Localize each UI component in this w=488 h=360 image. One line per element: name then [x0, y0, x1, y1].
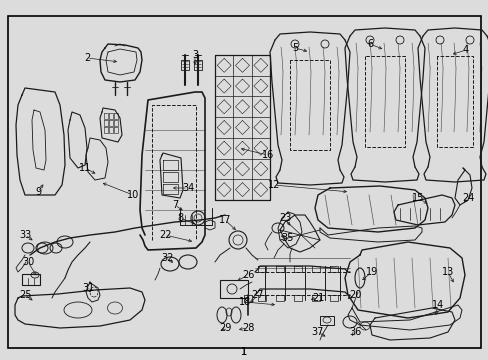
Text: 23: 23 — [278, 213, 290, 223]
Text: 29: 29 — [218, 323, 231, 333]
Text: 6: 6 — [366, 39, 372, 49]
Text: 8: 8 — [177, 213, 183, 223]
Text: 15: 15 — [411, 193, 423, 203]
Text: 2: 2 — [84, 53, 90, 63]
Text: 25: 25 — [19, 290, 31, 300]
Text: 21: 21 — [311, 293, 324, 303]
Text: 20: 20 — [348, 290, 361, 300]
Text: 27: 27 — [251, 290, 264, 300]
Text: 1: 1 — [241, 347, 246, 357]
Text: 9: 9 — [35, 187, 41, 197]
Bar — [22, 274, 40, 285]
Text: 31: 31 — [81, 283, 94, 293]
Text: 30: 30 — [22, 257, 34, 267]
Text: 33: 33 — [19, 230, 31, 240]
Text: 18: 18 — [238, 297, 251, 307]
Text: 11: 11 — [79, 163, 91, 173]
Text: 26: 26 — [242, 270, 254, 280]
Text: 37: 37 — [311, 327, 324, 337]
Text: 28: 28 — [242, 323, 254, 333]
Text: 7: 7 — [171, 200, 178, 210]
Text: 17: 17 — [218, 215, 231, 225]
Bar — [194, 60, 202, 70]
Text: 10: 10 — [126, 190, 139, 200]
Text: 4: 4 — [462, 45, 468, 55]
Text: 34: 34 — [182, 183, 194, 193]
Bar — [220, 280, 247, 298]
Text: 1: 1 — [241, 347, 246, 357]
Text: 5: 5 — [291, 43, 298, 53]
Text: 35: 35 — [281, 233, 294, 243]
Text: 32: 32 — [162, 253, 174, 263]
Text: 16: 16 — [262, 150, 274, 160]
Text: 36: 36 — [348, 327, 360, 337]
Text: 22: 22 — [159, 230, 171, 240]
Text: 19: 19 — [365, 267, 377, 277]
Text: 24: 24 — [461, 193, 473, 203]
Text: 14: 14 — [431, 300, 443, 310]
Text: 13: 13 — [441, 267, 453, 277]
Text: 3: 3 — [192, 50, 198, 60]
Bar — [181, 60, 189, 70]
Text: 12: 12 — [267, 180, 280, 190]
Bar — [319, 316, 333, 325]
Bar — [244, 295, 251, 302]
